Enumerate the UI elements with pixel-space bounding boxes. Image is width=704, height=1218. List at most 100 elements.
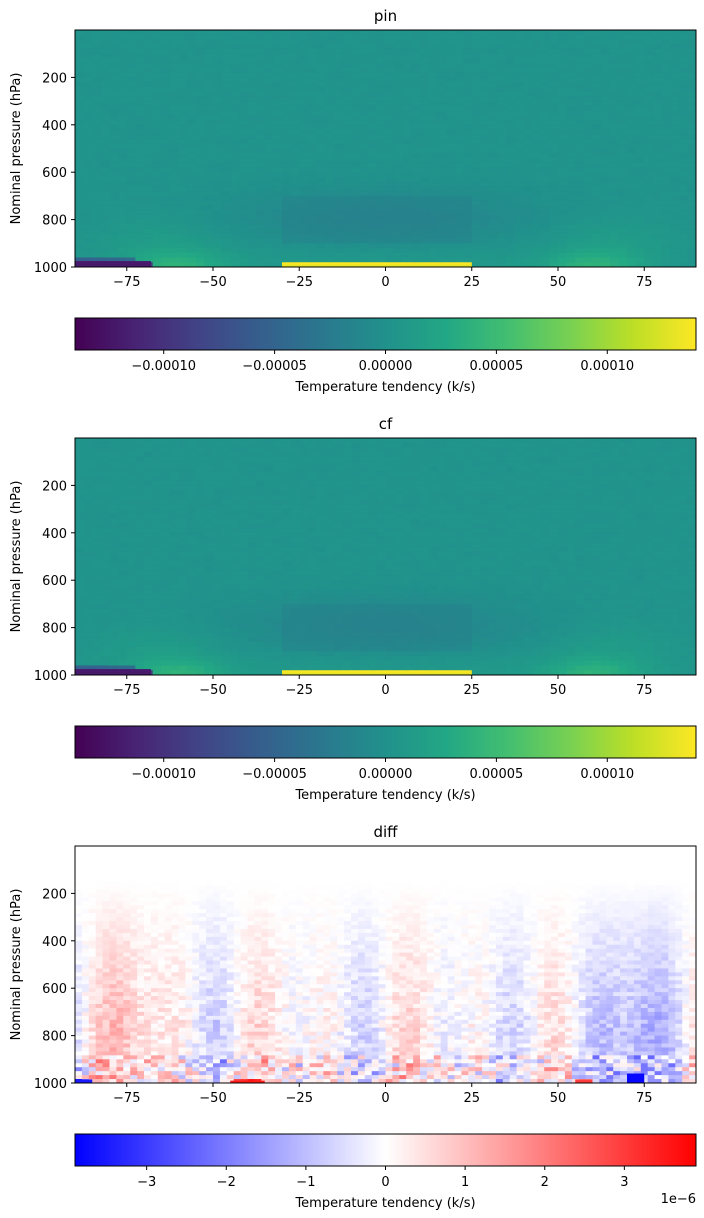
heatmap-cell bbox=[428, 494, 438, 501]
heatmap-cell bbox=[325, 499, 335, 505]
heatmap-cell bbox=[652, 195, 663, 202]
heatmap-cell bbox=[506, 139, 516, 145]
heatmap-cell bbox=[644, 513, 654, 520]
heatmap-cell bbox=[687, 509, 696, 515]
heatmap-cell bbox=[420, 480, 430, 486]
heatmap-cell bbox=[523, 101, 533, 107]
heatmap-cell bbox=[566, 96, 576, 102]
heatmap-cell bbox=[92, 518, 102, 524]
heatmap-cell bbox=[644, 205, 654, 211]
heatmap-cell bbox=[230, 504, 240, 510]
heatmap-cell bbox=[566, 129, 576, 135]
heatmap-cell bbox=[359, 461, 369, 468]
heatmap-cell bbox=[601, 105, 611, 112]
heatmap-cell bbox=[83, 200, 93, 206]
heatmap-cell bbox=[540, 96, 550, 102]
heatmap-cell bbox=[100, 485, 111, 491]
heatmap-cell bbox=[445, 252, 456, 259]
heatmap-cell bbox=[678, 219, 688, 225]
heatmap-cell bbox=[161, 134, 171, 140]
heatmap-cell bbox=[100, 82, 111, 88]
heatmap-cell bbox=[299, 143, 309, 150]
heatmap-cell bbox=[342, 461, 352, 468]
heatmap-cell bbox=[264, 480, 274, 486]
heatmap-cell bbox=[75, 143, 85, 150]
heatmap-cell bbox=[411, 229, 421, 235]
heatmap-cell bbox=[652, 115, 663, 121]
heatmap-cell bbox=[282, 172, 292, 178]
heatmap-cell bbox=[566, 248, 576, 254]
heatmap-cell bbox=[402, 513, 412, 520]
heatmap-cell bbox=[618, 120, 628, 126]
heatmap-cell bbox=[609, 44, 619, 50]
heatmap-cell bbox=[118, 115, 128, 121]
heatmap-cell bbox=[609, 120, 619, 126]
heatmap-cell bbox=[497, 219, 507, 225]
heatmap-cell bbox=[204, 96, 214, 102]
heatmap-cell bbox=[437, 120, 447, 126]
heatmap-cell bbox=[601, 167, 611, 173]
heatmap-cell bbox=[135, 518, 145, 524]
heatmap-cell bbox=[221, 167, 231, 173]
heatmap-cell bbox=[299, 509, 309, 515]
heatmap-cell bbox=[118, 248, 128, 254]
heatmap-cell bbox=[144, 162, 154, 169]
heatmap-cell bbox=[256, 77, 266, 83]
heatmap-cell bbox=[480, 257, 490, 263]
heatmap-feature bbox=[75, 261, 151, 267]
heatmap-cell bbox=[687, 105, 696, 112]
heatmap-cell bbox=[152, 456, 162, 463]
heatmap-cell bbox=[575, 257, 585, 263]
heatmap-cell bbox=[566, 219, 576, 225]
heatmap-cell bbox=[670, 53, 680, 60]
heatmap-cell bbox=[290, 134, 300, 140]
heatmap-cell bbox=[118, 143, 128, 150]
heatmap-cell bbox=[100, 44, 111, 50]
heatmap-cell bbox=[549, 77, 559, 83]
heatmap-cell bbox=[687, 176, 696, 183]
heatmap-cell bbox=[592, 91, 602, 97]
heatmap-cell bbox=[376, 115, 387, 121]
heatmap-cell bbox=[376, 110, 387, 116]
heatmap-cell bbox=[247, 466, 257, 472]
heatmap-cell bbox=[351, 181, 361, 188]
heatmap-cell bbox=[558, 214, 568, 221]
heatmap-cell bbox=[307, 195, 318, 202]
heatmap-cell bbox=[264, 181, 274, 188]
heatmap-cell bbox=[299, 485, 309, 491]
heatmap-cell bbox=[523, 129, 533, 135]
heatmap-cell bbox=[195, 438, 205, 444]
heatmap-cell bbox=[558, 518, 568, 524]
heatmap-cell bbox=[221, 143, 231, 150]
heatmap-cell bbox=[687, 456, 696, 463]
heatmap-cell bbox=[92, 490, 102, 496]
heatmap-cell bbox=[627, 134, 637, 140]
heatmap-cell bbox=[644, 262, 654, 267]
heatmap-cell bbox=[635, 504, 645, 510]
heatmap-cell bbox=[402, 48, 412, 55]
heatmap-cell bbox=[402, 210, 412, 216]
heatmap-cell bbox=[368, 523, 378, 529]
heatmap-cell bbox=[316, 72, 326, 78]
heatmap-cell bbox=[135, 96, 145, 102]
heatmap-cell bbox=[83, 181, 93, 188]
heatmap-cell bbox=[385, 485, 395, 491]
heatmap-cell bbox=[325, 257, 335, 263]
heatmap-cell bbox=[609, 438, 619, 444]
heatmap-cell bbox=[644, 219, 654, 225]
heatmap-cell bbox=[678, 148, 688, 154]
heatmap-cell bbox=[213, 105, 223, 112]
heatmap-cell bbox=[109, 186, 119, 192]
heatmap-cell bbox=[144, 485, 154, 491]
heatmap-cell bbox=[644, 452, 654, 458]
heatmap-cell bbox=[359, 248, 369, 254]
heatmap-cell bbox=[445, 82, 456, 88]
heatmap-cell bbox=[523, 105, 533, 112]
heatmap-cell bbox=[92, 210, 102, 216]
heatmap-cell bbox=[144, 181, 154, 188]
heatmap-cell bbox=[428, 67, 438, 74]
heatmap-cell bbox=[213, 219, 223, 225]
heatmap-cell bbox=[480, 162, 490, 169]
heatmap-cell bbox=[359, 186, 369, 192]
x-tick-label: 25 bbox=[463, 275, 480, 290]
